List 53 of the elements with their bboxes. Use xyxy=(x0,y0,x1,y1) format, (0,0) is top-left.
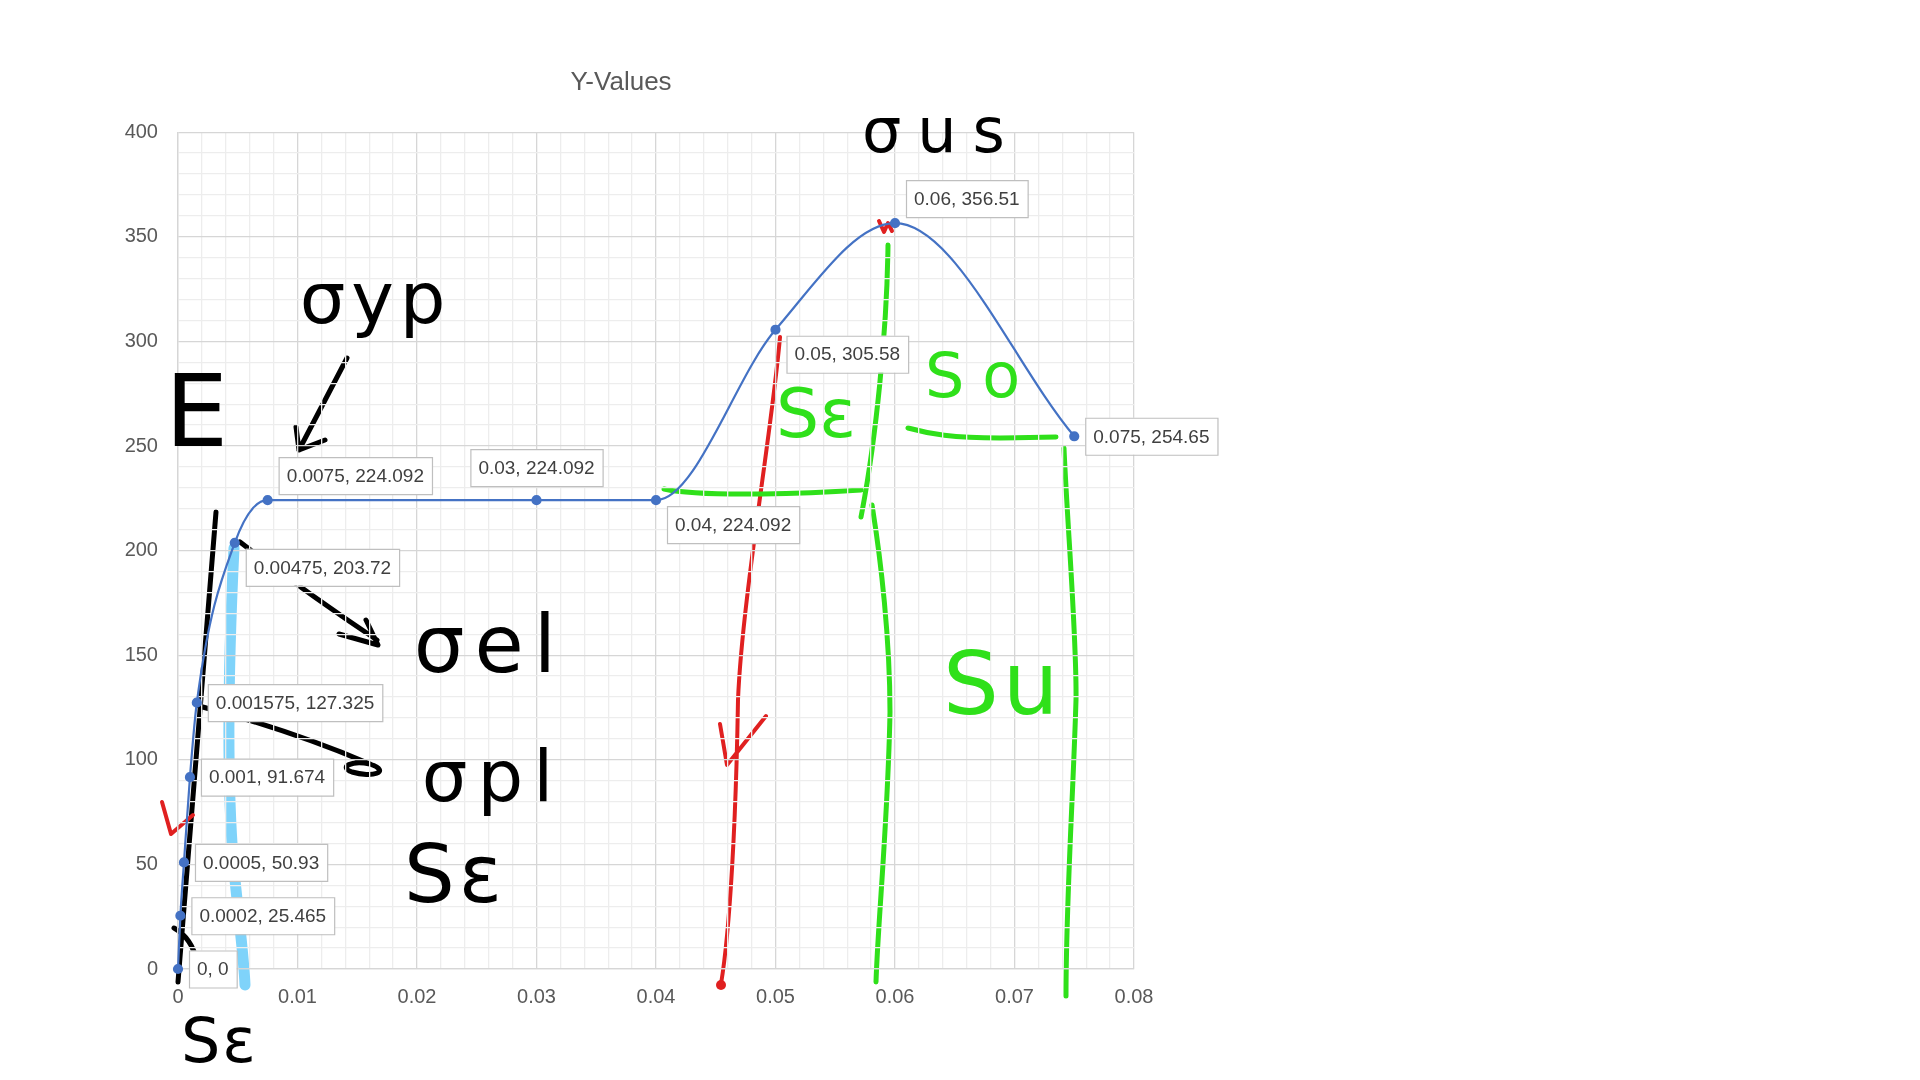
point xyxy=(172,963,184,975)
data-label: 0.00475, 203.72 xyxy=(253,556,392,578)
data-label: 0.0002, 25.465 xyxy=(199,904,327,926)
y-tick-label: 50 xyxy=(135,851,158,874)
point xyxy=(175,910,186,921)
point xyxy=(770,324,781,335)
data-label: 0.075, 254.65 xyxy=(1093,425,1210,447)
annotation: σus xyxy=(862,94,1021,168)
annotation: Sε xyxy=(404,828,507,921)
point xyxy=(531,495,542,506)
point xyxy=(229,537,240,548)
annotation: Su xyxy=(943,632,1063,735)
point xyxy=(184,772,196,783)
data-label: 0.03, 224.092 xyxy=(478,456,595,478)
x-tick-label: 0.07 xyxy=(995,984,1034,1007)
y-tick-label: 150 xyxy=(124,642,158,665)
x-tick-label: 0.05 xyxy=(756,984,795,1007)
x-tick-label: 0.02 xyxy=(397,984,437,1007)
x-tick-label: 0.04 xyxy=(636,984,676,1007)
data-label: 0.0075, 224.092 xyxy=(286,464,424,486)
y-tick-label: 200 xyxy=(124,538,158,561)
point xyxy=(262,495,273,506)
annotation: E xyxy=(165,353,229,470)
y-tick-label: 350 xyxy=(124,224,158,247)
annotation: Sε xyxy=(776,374,856,453)
text: Sε xyxy=(181,1004,258,1077)
annotation: σpl xyxy=(421,733,564,818)
y-tick-label: 100 xyxy=(124,747,158,770)
point xyxy=(889,218,901,229)
x-tick-label: 0.03 xyxy=(517,984,556,1007)
y-tick-label: 0 xyxy=(146,956,158,979)
x-tick-label: 0 xyxy=(172,984,184,1007)
point xyxy=(178,857,190,868)
data-label: 0.0005, 50.93 xyxy=(202,851,320,873)
y-tick-label: 300 xyxy=(124,328,158,351)
data-label: 0.06, 356.51 xyxy=(914,187,1020,209)
point xyxy=(1069,431,1080,442)
data-label: 0.05, 305.58 xyxy=(794,343,901,365)
point xyxy=(650,495,662,506)
x-tick-label: 0.01 xyxy=(278,984,317,1007)
data-label: 0, 0 xyxy=(197,958,229,980)
y-tick-label: 400 xyxy=(124,119,158,142)
annotation: σel xyxy=(413,597,566,691)
data-label: 0.04, 224.092 xyxy=(675,513,792,535)
data-label: 0.001, 91.674 xyxy=(208,766,326,788)
point xyxy=(191,697,202,708)
data-label: 0.001575, 127.325 xyxy=(215,691,375,713)
y-tick-label: 250 xyxy=(124,433,158,456)
annotation: σyp xyxy=(299,256,452,341)
x-tick-label: 0.06 xyxy=(875,984,915,1007)
annotation: So xyxy=(925,339,1039,412)
x-tick-label: 0.08 xyxy=(1114,984,1154,1007)
chart-title: Y-Values xyxy=(570,65,672,96)
